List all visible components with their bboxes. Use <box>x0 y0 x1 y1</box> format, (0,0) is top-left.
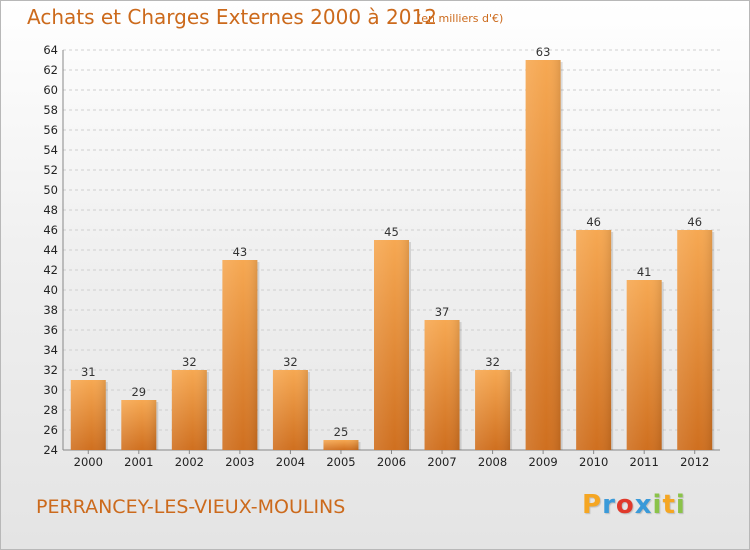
chart-title: Achats et Charges Externes 2000 à 2012 <box>27 5 437 29</box>
bar-highlight <box>626 280 662 450</box>
bar-highlight <box>475 370 511 450</box>
bar-highlight <box>374 240 409 450</box>
bar-highlight <box>171 370 207 450</box>
data-label: 45 <box>384 225 399 239</box>
x-tick-label: 2004 <box>276 455 305 469</box>
logo-letter: r <box>602 490 616 520</box>
y-tick-label: 52 <box>43 163 58 177</box>
logo-letter: i <box>652 490 663 520</box>
y-tick-label: 62 <box>43 63 58 77</box>
data-label: 32 <box>283 355 298 369</box>
data-label: 46 <box>586 215 601 229</box>
bar-highlight <box>272 370 308 450</box>
y-tick-label: 40 <box>43 283 58 297</box>
x-tick-label: 2001 <box>124 455 153 469</box>
x-tick-label: 2005 <box>326 455 355 469</box>
y-tick-label: 24 <box>43 443 58 457</box>
data-label: 25 <box>334 425 349 439</box>
data-label: 31 <box>81 365 96 379</box>
logo-letter: i <box>675 490 686 520</box>
data-label: 43 <box>233 245 248 259</box>
data-label: 46 <box>687 215 702 229</box>
x-tick-label: 2011 <box>630 455 659 469</box>
x-tick-label: 2000 <box>74 455 103 469</box>
data-label: 63 <box>536 45 551 59</box>
x-tick-label: 2009 <box>528 455 557 469</box>
bar-highlight <box>121 400 157 450</box>
data-label: 32 <box>485 355 500 369</box>
proxiti-logo: Proxiti <box>582 490 686 520</box>
x-tick-label: 2003 <box>225 455 254 469</box>
y-tick-label: 30 <box>43 383 58 397</box>
y-tick-label: 38 <box>43 303 58 317</box>
y-tick-label: 48 <box>43 203 58 217</box>
y-tick-label: 32 <box>43 363 58 377</box>
unit-note: (en milliers d'€) <box>417 12 504 25</box>
y-tick-label: 28 <box>43 403 58 417</box>
logo-letter: x <box>634 490 653 520</box>
bar-highlight <box>525 60 561 450</box>
x-tick-label: 2002 <box>175 455 204 469</box>
bar-highlight <box>424 320 460 450</box>
bar-highlight <box>222 260 258 450</box>
y-tick-label: 42 <box>43 263 58 277</box>
x-tick-label: 2007 <box>427 455 456 469</box>
logo-letter: o <box>615 490 635 520</box>
y-tick-label: 54 <box>43 143 58 157</box>
bar-highlight <box>576 230 612 450</box>
y-tick-label: 44 <box>43 243 58 257</box>
data-label: 37 <box>435 305 450 319</box>
y-tick-label: 58 <box>43 103 58 117</box>
data-label: 32 <box>182 355 197 369</box>
x-tick-label: 2006 <box>377 455 406 469</box>
y-tick-label: 50 <box>43 183 58 197</box>
bar-highlight <box>70 380 106 450</box>
bar-highlight <box>323 440 359 450</box>
y-tick-label: 56 <box>43 123 58 137</box>
data-label: 29 <box>131 385 146 399</box>
x-tick-label: 2010 <box>579 455 608 469</box>
y-tick-label: 60 <box>43 83 58 97</box>
logo-letter: t <box>662 490 676 520</box>
x-tick-label: 2008 <box>478 455 507 469</box>
y-tick-label: 46 <box>43 223 58 237</box>
y-tick-label: 34 <box>43 343 58 357</box>
y-tick-label: 64 <box>43 43 58 57</box>
logo-letter: P <box>582 490 603 520</box>
y-tick-label: 36 <box>43 323 58 337</box>
bar-highlight <box>677 230 713 450</box>
x-tick-label: 2012 <box>680 455 709 469</box>
data-label: 41 <box>637 265 652 279</box>
place-name: PERRANCEY-LES-VIEUX-MOULINS <box>36 496 346 518</box>
y-tick-label: 26 <box>43 423 58 437</box>
